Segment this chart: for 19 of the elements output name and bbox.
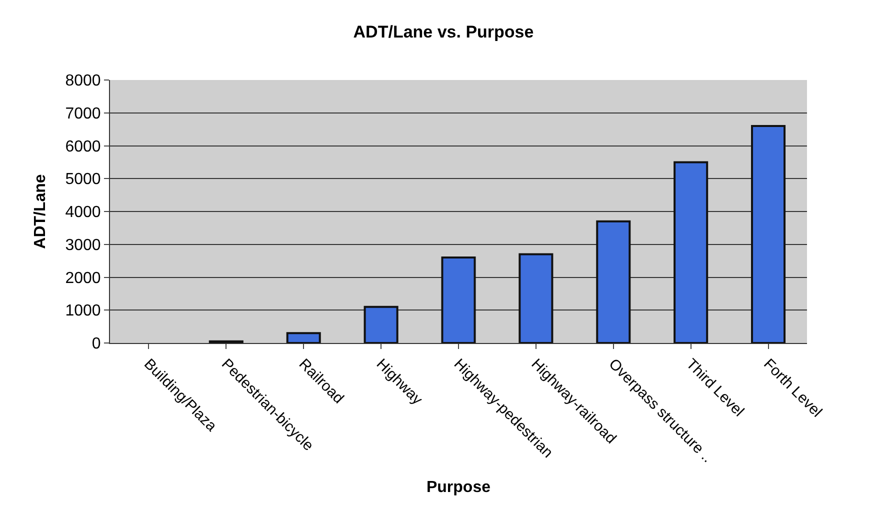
bar <box>518 253 554 343</box>
bar <box>286 332 321 343</box>
bar <box>364 306 398 343</box>
y-tick-label: 7000 <box>65 105 101 122</box>
y-tick-label: 8000 <box>65 72 101 90</box>
y-tick-label: 4000 <box>65 204 101 222</box>
bar <box>751 125 786 343</box>
y-tick-label: 1000 <box>65 302 101 320</box>
y-tick-label: 5000 <box>65 171 101 188</box>
y-tick-label: 6000 <box>65 138 101 156</box>
y-tick-label: 2000 <box>65 270 101 287</box>
x-axis-title: Purpose <box>426 478 491 496</box>
chart-title: ADT/Lane vs. Purpose <box>353 22 534 42</box>
bar <box>596 220 631 343</box>
y-axis-title: ADT/Lane <box>32 174 50 249</box>
y-tick-label: 3000 <box>65 236 101 254</box>
bar <box>441 256 476 343</box>
y-tick-label: 0 <box>92 336 101 353</box>
bar <box>674 161 708 343</box>
